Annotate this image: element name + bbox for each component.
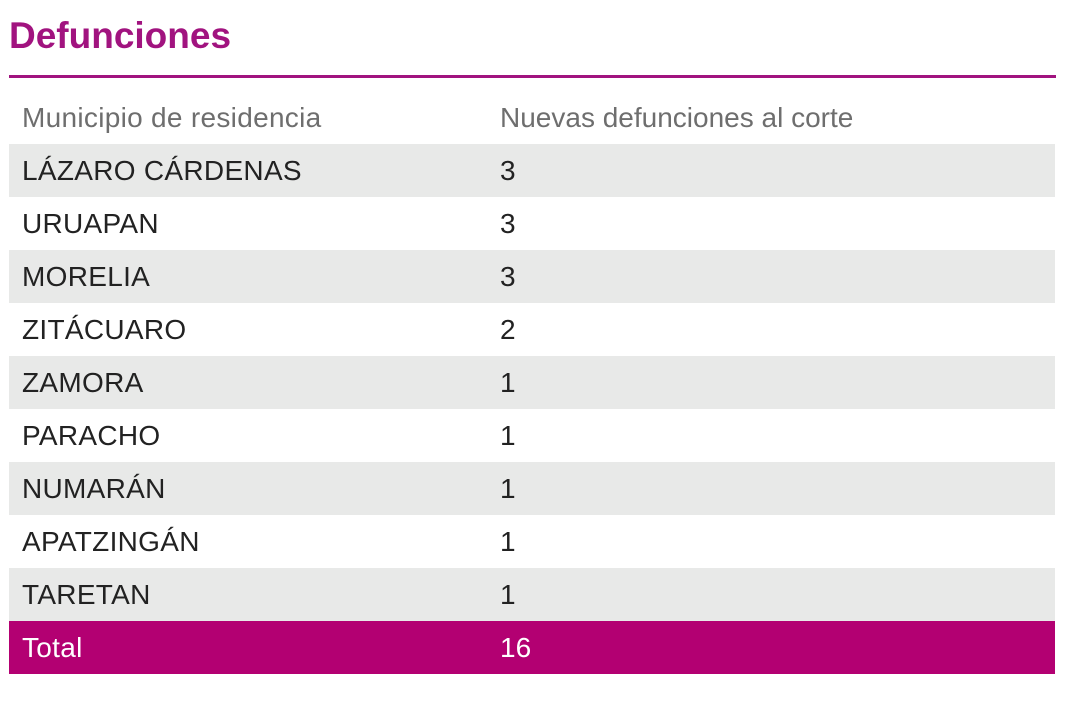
cell-municipio: PARACHO: [22, 419, 161, 451]
cell-municipio: NUMARÁN: [22, 472, 166, 504]
cell-municipio: APATZINGÁN: [22, 525, 200, 557]
title-divider: [9, 75, 1056, 78]
cell-defunciones: 1: [500, 525, 516, 557]
cell-defunciones: 3: [500, 154, 516, 186]
cell-defunciones: 1: [500, 419, 516, 451]
table-row: MORELIA 3: [9, 250, 1055, 303]
cell-defunciones: 3: [500, 207, 516, 239]
page-title: Defunciones: [9, 15, 232, 56]
table-row: LÁZARO CÁRDENAS 3: [9, 144, 1055, 197]
cell-defunciones: 1: [500, 578, 516, 610]
cell-municipio: TARETAN: [22, 578, 151, 610]
header-defunciones: Nuevas defunciones al corte: [500, 101, 854, 133]
table-row: PARACHO 1: [9, 409, 1055, 462]
cell-municipio: ZAMORA: [22, 366, 144, 398]
cell-defunciones: 1: [500, 366, 516, 398]
table-row: ZAMORA 1: [9, 356, 1055, 409]
cell-defunciones: 3: [500, 260, 516, 292]
cell-municipio: ZITÁCUARO: [22, 313, 187, 345]
cell-municipio: MORELIA: [22, 260, 151, 292]
table-row: TARETAN 1: [9, 568, 1055, 621]
table-row: NUMARÁN 1: [9, 462, 1055, 515]
total-row: Total 16: [9, 621, 1055, 674]
table-row: ZITÁCUARO 2: [9, 303, 1055, 356]
table-row: APATZINGÁN 1: [9, 515, 1055, 568]
table-row: URUAPAN 3: [9, 197, 1055, 250]
cell-defunciones: 2: [500, 313, 516, 345]
cell-defunciones: 1: [500, 472, 516, 504]
header-municipio: Municipio de residencia: [22, 101, 322, 133]
total-value: 16: [500, 631, 532, 663]
cell-municipio: URUAPAN: [22, 207, 159, 239]
cell-municipio: LÁZARO CÁRDENAS: [22, 154, 302, 186]
deaths-table: Municipio de residencia Nuevas defuncion…: [9, 91, 1055, 674]
total-label: Total: [22, 631, 83, 663]
table-header-row: Municipio de residencia Nuevas defuncion…: [9, 91, 1055, 144]
